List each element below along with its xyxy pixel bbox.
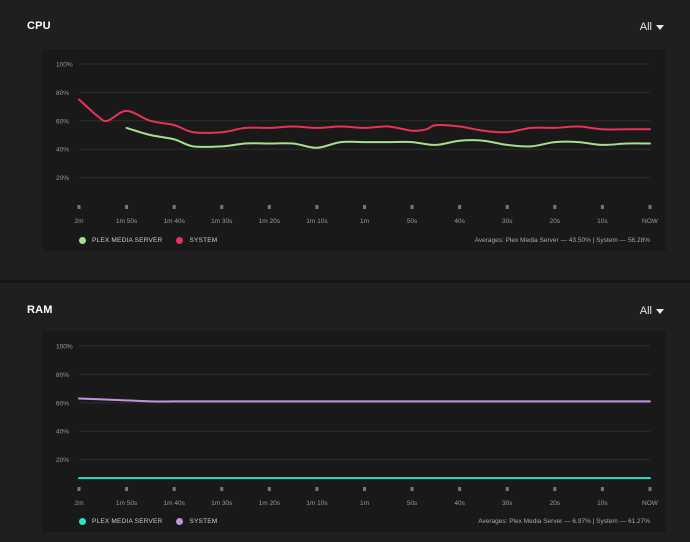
- x-tick-mark: [172, 205, 176, 209]
- x-tick-mark: [410, 487, 414, 491]
- ram-range-label: All: [639, 305, 652, 317]
- cpu-averages: Averages: Plex Media Server — 43.50% | S…: [474, 237, 650, 244]
- x-tick-mark: [267, 487, 271, 491]
- series-line-system: [78, 98, 651, 134]
- ram-range-dropdown[interactable]: All: [640, 305, 664, 317]
- cpu-legend: PLEX MEDIA SERVER SYSTEM: [79, 237, 217, 244]
- x-tick-mark: [648, 205, 652, 209]
- x-tick-mark: [220, 205, 224, 209]
- x-tick-mark: [77, 205, 81, 209]
- x-tick-mark: [600, 205, 604, 209]
- x-tick-label: 10s: [597, 218, 608, 225]
- x-tick-mark: [363, 205, 366, 209]
- x-tick-mark: [505, 487, 509, 491]
- x-tick-label: 1m 20s: [259, 218, 281, 225]
- ram-legend: PLEX MEDIA SERVER SYSTEM: [79, 518, 217, 525]
- x-tick-label: 30s: [502, 218, 513, 225]
- x-tick-mark: [77, 487, 81, 491]
- x-tick-mark: [220, 487, 224, 491]
- legend-label-plex: PLEX MEDIA SERVER: [92, 518, 163, 525]
- ram-chart-panel: 100% 80% 60% 40% 20% 2m 1m 50s 1m 40s 1m 30s 1m 2…: [42, 331, 666, 532]
- x-tick-label: 1m 50s: [116, 218, 138, 225]
- x-tick-mark: [458, 487, 462, 491]
- x-tick-mark: [410, 205, 414, 209]
- x-tick-label: 50s: [407, 500, 418, 507]
- y-tick-label: 20%: [56, 175, 69, 182]
- cpu-chart: 100% 80% 60% 40% 20% 2m 1m 50s 1m 40s 1m 30s 1m 2…: [56, 62, 659, 226]
- y-tick-label: 20%: [56, 457, 69, 464]
- x-tick-label: 1m 40s: [164, 218, 186, 225]
- x-tick-mark: [505, 205, 509, 209]
- ram-averages: Averages: Plex Media Server — 6.97% | Sy…: [478, 518, 650, 525]
- x-tick-label: 1m: [360, 500, 369, 507]
- legend-item-plex[interactable]: PLEX MEDIA SERVER: [79, 518, 162, 525]
- x-tick-mark: [648, 487, 652, 491]
- x-tick-label: NOW: [642, 500, 659, 507]
- y-tick-label: 60%: [56, 118, 69, 125]
- x-tick-mark: [315, 205, 319, 209]
- cpu-range-label: All: [639, 21, 652, 33]
- x-tick-mark: [172, 487, 176, 491]
- legend-label-system: SYSTEM: [189, 237, 218, 244]
- x-tick-label: 20s: [550, 500, 561, 507]
- ram-chart: 100% 80% 60% 40% 20% 2m 1m 50s 1m 40s 1m 30s 1m 2…: [56, 344, 659, 508]
- x-tick-mark: [600, 487, 604, 491]
- y-tick-label: 80%: [56, 90, 69, 97]
- y-tick-label: 80%: [56, 372, 69, 379]
- x-tick-label: 50s: [407, 218, 418, 225]
- x-tick-label: 1m 10s: [306, 500, 328, 507]
- cpu-section: CPU All 100% 80% 60% 40% 20% 2m 1m 50s 1m 40s 1m…: [27, 20, 666, 251]
- x-tick-mark: [125, 205, 129, 209]
- x-tick-label: 1m 10s: [306, 218, 328, 225]
- ram-title: RAM: [27, 304, 53, 316]
- y-tick-label: 40%: [56, 429, 69, 436]
- cpu-title: CPU: [27, 20, 51, 32]
- x-tick-mark: [125, 487, 129, 491]
- section-divider: [0, 280, 690, 283]
- legend-label-system: SYSTEM: [189, 518, 218, 525]
- x-tick-mark: [458, 205, 462, 209]
- y-tick-label: 100%: [56, 62, 73, 69]
- x-tick-mark: [315, 487, 319, 491]
- legend-item-plex[interactable]: PLEX MEDIA SERVER: [79, 237, 162, 244]
- x-tick-label: 10s: [597, 500, 608, 507]
- x-tick-mark: [363, 487, 366, 491]
- ram-section: RAM All 100% 80% 60% 40% 20% 2m 1m 50s 1m 40s 1m…: [0, 283, 690, 542]
- legend-item-system[interactable]: SYSTEM: [176, 237, 217, 244]
- y-tick-label: 40%: [56, 147, 69, 154]
- x-tick-label: 1m 30s: [211, 500, 233, 507]
- x-tick-label: NOW: [642, 218, 659, 225]
- system-dot-icon: [176, 518, 184, 525]
- plex-dot-icon: [79, 237, 86, 244]
- series-line-system: [78, 397, 651, 403]
- x-tick-label: 1m 20s: [259, 500, 281, 507]
- cpu-chart-panel: 100% 80% 60% 40% 20% 2m 1m 50s 1m 40s 1m 30s 1m 2…: [42, 49, 666, 251]
- x-tick-mark: [553, 487, 557, 491]
- system-dot-icon: [176, 237, 184, 244]
- x-tick-label: 1m 30s: [211, 218, 233, 225]
- x-tick-label: 40s: [454, 218, 465, 225]
- x-tick-label: 30s: [502, 500, 513, 507]
- x-tick-label: 1m: [360, 218, 369, 225]
- x-tick-mark: [553, 205, 557, 209]
- x-tick-label: 1m 50s: [116, 500, 138, 507]
- x-tick-label: 20s: [550, 218, 561, 225]
- caret-down-icon: [656, 25, 664, 30]
- legend-item-system[interactable]: SYSTEM: [176, 518, 217, 525]
- cpu-range-dropdown[interactable]: All: [640, 21, 664, 33]
- x-tick-label: 2m: [74, 500, 83, 507]
- x-tick-label: 1m 40s: [164, 500, 186, 507]
- y-tick-label: 60%: [56, 400, 69, 407]
- series-line-plex: [125, 126, 651, 149]
- x-tick-mark: [267, 205, 271, 209]
- caret-down-icon: [656, 309, 664, 314]
- plex-dot-icon: [79, 518, 86, 525]
- y-tick-label: 100%: [56, 344, 73, 351]
- legend-label-plex: PLEX MEDIA SERVER: [92, 237, 163, 244]
- x-tick-label: 40s: [454, 500, 465, 507]
- x-tick-label: 2m: [74, 218, 83, 225]
